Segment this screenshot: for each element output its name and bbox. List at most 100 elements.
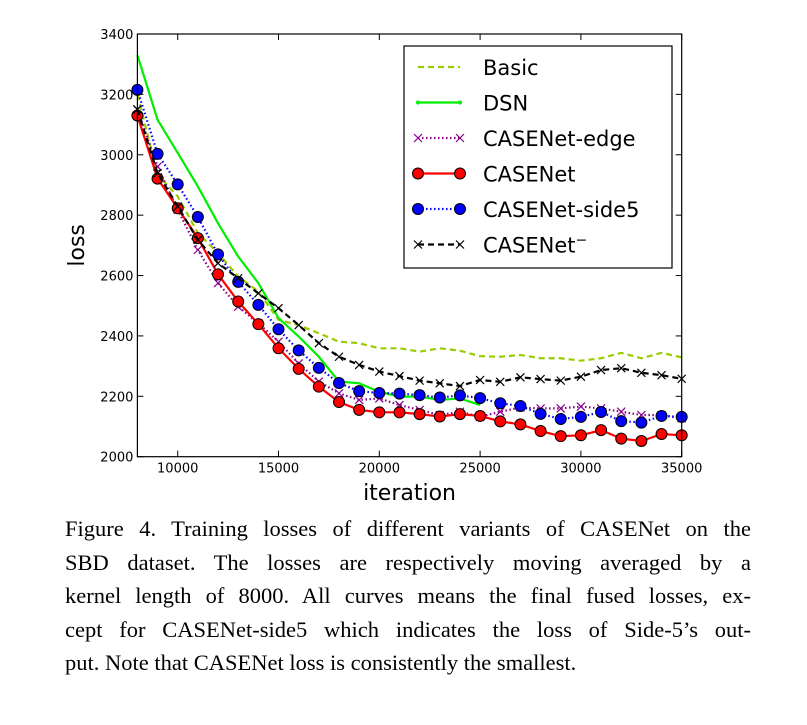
data-point-marker: [412, 167, 424, 180]
data-point-marker: [635, 416, 648, 429]
data-point-marker: [193, 245, 203, 255]
y-tick-label: 3000: [100, 149, 133, 164]
data-point-marker: [574, 429, 587, 442]
data-point-marker: [495, 377, 505, 387]
data-point-marker: [416, 100, 420, 105]
series-line: [136, 109, 682, 388]
legend-label: CASENet−: [483, 233, 587, 258]
data-point-marker: [536, 374, 546, 384]
data-point-marker: [353, 385, 366, 398]
data-point-marker: [655, 409, 668, 422]
y-tick-label: 3200: [100, 88, 133, 103]
data-point-marker: [534, 407, 547, 420]
legend-item: CASENet−: [413, 233, 587, 258]
data-point-marker: [655, 428, 668, 441]
x-tick-label: 20000: [359, 462, 400, 477]
data-point-marker: [454, 167, 466, 180]
series-basic: [136, 94, 682, 362]
data-point-marker: [616, 363, 626, 373]
data-point-marker: [474, 392, 487, 405]
data-point-marker: [474, 409, 487, 422]
data-point-marker: [354, 395, 364, 405]
data-point-marker: [576, 402, 586, 412]
series-casenet-side5: [131, 83, 688, 429]
x-tick-label: 35000: [661, 462, 702, 477]
data-point-marker: [635, 434, 648, 447]
legend-box: [403, 45, 673, 269]
data-point-marker: [312, 380, 325, 393]
data-point-marker: [454, 203, 466, 215]
data-point-marker: [395, 371, 404, 381]
data-point-marker: [294, 320, 304, 330]
data-point-marker: [412, 203, 424, 215]
data-point-marker: [213, 278, 223, 288]
legend-label: Basic: [483, 56, 539, 80]
data-point-marker: [334, 388, 344, 398]
x-tick-label: 25000: [459, 462, 500, 477]
y-tick-label: 2000: [100, 451, 133, 466]
data-point-marker: [556, 376, 566, 386]
data-point-marker: [636, 368, 646, 378]
x-tick-label: 10000: [157, 462, 198, 477]
legend-label: CASENet: [483, 163, 576, 187]
legend-item: CASENet-side5: [412, 198, 639, 222]
legend-label: DSN: [483, 92, 528, 116]
data-point-marker: [413, 408, 426, 421]
data-point-marker: [494, 397, 507, 410]
data-point-marker: [516, 372, 525, 382]
x-tick-label: 15000: [258, 462, 299, 477]
caption-line: Figure 4. Training losses of different v…: [65, 516, 751, 541]
data-point-marker: [455, 240, 465, 249]
caption-line: SBD dataset. The losses are respectively…: [65, 549, 751, 575]
data-point-marker: [495, 407, 505, 417]
data-point-marker: [292, 362, 305, 375]
data-point-marker: [393, 387, 406, 400]
data-point-marker: [173, 201, 183, 211]
data-point-marker: [458, 100, 462, 105]
data-point-marker: [373, 386, 386, 399]
y-tick-label: 2200: [100, 390, 133, 405]
data-point-marker: [191, 210, 204, 223]
data-point-marker: [212, 248, 225, 261]
data-point-marker: [312, 361, 325, 374]
legend-label: CASENet-edge: [483, 127, 636, 151]
legend-label-text: CASENet: [483, 234, 576, 258]
data-point-marker: [232, 295, 245, 308]
data-point-marker: [595, 406, 608, 419]
data-point-marker: [453, 408, 466, 421]
data-point-marker: [252, 298, 265, 311]
data-point-marker: [193, 235, 203, 245]
data-point-marker: [314, 338, 324, 348]
data-point-marker: [253, 288, 263, 298]
data-point-marker: [413, 389, 426, 402]
data-point-marker: [353, 403, 366, 416]
data-point-marker: [514, 418, 527, 431]
data-point-marker: [354, 360, 364, 370]
data-point-marker: [212, 268, 225, 281]
data-point-marker: [252, 318, 265, 331]
data-point-marker: [615, 432, 628, 445]
data-point-marker: [151, 147, 164, 160]
data-point-marker: [556, 403, 566, 413]
x-axis-label: iteration: [363, 481, 456, 506]
data-point-marker: [596, 365, 606, 375]
y-tick-label: 3400: [100, 28, 133, 43]
data-point-marker: [171, 178, 184, 191]
data-point-marker: [433, 410, 446, 423]
data-point-marker: [657, 370, 666, 380]
data-point-marker: [616, 407, 626, 417]
data-point-marker: [514, 399, 527, 412]
data-point-marker: [455, 381, 465, 391]
data-point-marker: [595, 424, 608, 437]
legend-label-superscript: −: [576, 233, 588, 249]
loss-chart: 10000 15000 20000 25000 30000 35000 2000 2200 24…: [65, 28, 702, 506]
data-point-marker: [415, 376, 425, 386]
legend-item: DSN: [416, 92, 528, 116]
x-tick-label: 30000: [560, 462, 601, 477]
caption-line: put. Note that CASENet loss is consisten…: [65, 650, 577, 675]
y-tick-label: 2400: [100, 330, 133, 345]
data-point-marker: [272, 323, 285, 336]
data-point-marker: [455, 133, 465, 143]
data-point-marker: [334, 352, 344, 362]
data-point-marker: [453, 389, 466, 402]
